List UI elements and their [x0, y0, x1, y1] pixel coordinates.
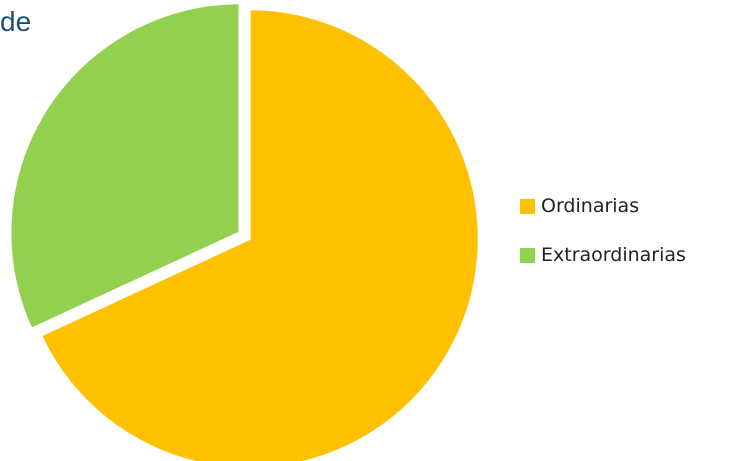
legend-label: Extraordinarias: [541, 244, 686, 266]
legend-swatch: [520, 198, 535, 214]
chart-title-fragment: de: [0, 6, 32, 37]
pie-slice-ordinarias: [38, 7, 481, 461]
legend-item-extraordinarias: Extraordinarias: [520, 243, 686, 267]
legend-swatch: [520, 247, 535, 263]
legend-item-ordinarias: Ordinarias: [520, 194, 686, 218]
legend-label: Ordinarias: [541, 195, 640, 217]
chart-legend: Ordinarias Extraordinarias: [520, 194, 686, 292]
pie-slice-extraordinarias: [8, 1, 242, 332]
